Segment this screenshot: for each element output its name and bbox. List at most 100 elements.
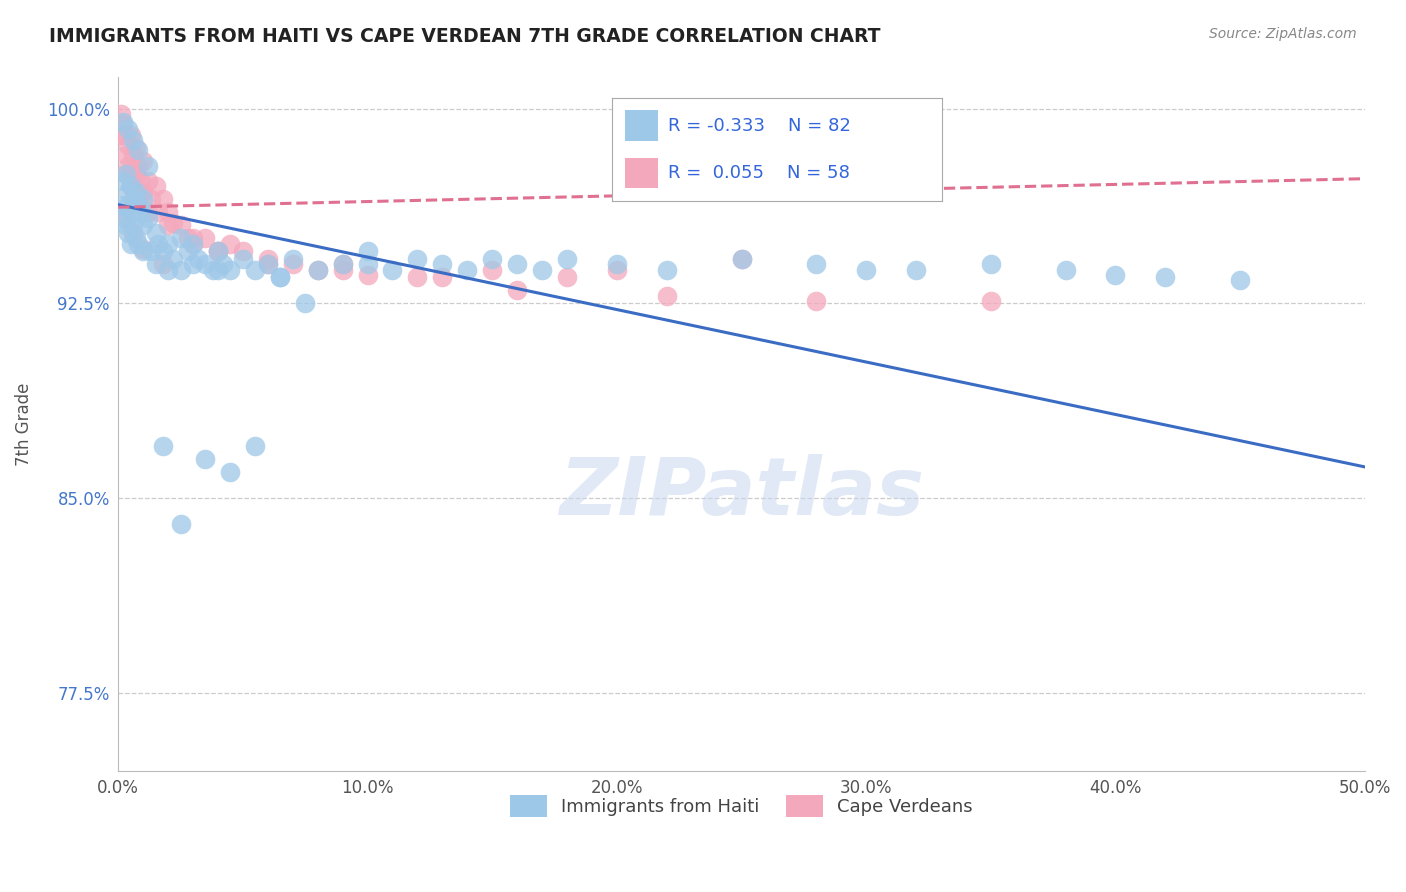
Point <box>245 262 267 277</box>
Point <box>169 231 191 245</box>
Point <box>122 193 145 207</box>
Point <box>207 244 229 259</box>
Point <box>145 226 167 240</box>
Point <box>269 270 291 285</box>
Point <box>980 257 1002 271</box>
Point <box>136 159 159 173</box>
Point <box>655 288 678 302</box>
Point <box>132 153 155 168</box>
Point <box>132 242 155 256</box>
Point <box>506 284 529 298</box>
Point <box>181 236 204 251</box>
Point <box>506 257 529 271</box>
Point <box>136 205 159 219</box>
Point <box>129 174 152 188</box>
Point <box>232 252 254 267</box>
Point <box>117 137 139 152</box>
Point <box>112 211 135 225</box>
Point <box>169 516 191 531</box>
Point <box>194 257 217 271</box>
Point <box>146 236 169 251</box>
Point <box>120 167 142 181</box>
Point <box>146 205 169 219</box>
Point <box>132 244 155 259</box>
Point <box>212 257 235 271</box>
Point <box>114 211 136 225</box>
Point <box>406 252 429 267</box>
Point <box>281 252 304 267</box>
Point <box>122 219 145 233</box>
Point <box>181 236 204 251</box>
Point <box>256 257 278 271</box>
Point <box>555 270 578 285</box>
Point <box>481 252 503 267</box>
Point <box>232 244 254 259</box>
Point <box>256 257 278 271</box>
Bar <box>624 158 658 188</box>
Point <box>432 270 454 285</box>
Point <box>332 257 354 271</box>
Point <box>120 179 142 194</box>
Point <box>307 262 329 277</box>
Point <box>245 439 267 453</box>
Point <box>114 219 136 233</box>
Point <box>117 185 139 199</box>
Point <box>157 236 180 251</box>
Point <box>152 244 174 259</box>
Point <box>356 257 378 271</box>
Point <box>177 244 200 259</box>
Text: Source: ZipAtlas.com: Source: ZipAtlas.com <box>1209 27 1357 41</box>
Point <box>406 270 429 285</box>
Point <box>157 262 180 277</box>
Point <box>855 262 877 277</box>
Point <box>139 193 162 207</box>
Point <box>110 197 132 211</box>
Point <box>132 185 155 199</box>
Point <box>152 257 174 271</box>
Point <box>169 219 191 233</box>
Point <box>122 133 145 147</box>
Point <box>117 226 139 240</box>
Point <box>177 231 200 245</box>
Point <box>120 236 142 251</box>
Text: R = -0.333    N = 82: R = -0.333 N = 82 <box>668 117 851 135</box>
Point <box>112 174 135 188</box>
Point <box>730 252 752 267</box>
Y-axis label: 7th Grade: 7th Grade <box>15 383 32 466</box>
Point <box>110 128 132 142</box>
Point <box>132 193 155 207</box>
Point <box>120 128 142 142</box>
Point <box>1104 268 1126 282</box>
Point <box>127 197 149 211</box>
Point <box>157 205 180 219</box>
Point <box>219 236 242 251</box>
Point <box>112 114 135 128</box>
Point <box>117 122 139 136</box>
Point <box>145 179 167 194</box>
Point <box>980 293 1002 308</box>
Point <box>555 252 578 267</box>
Point <box>181 257 204 271</box>
Point <box>219 262 242 277</box>
Point <box>281 257 304 271</box>
Point <box>432 257 454 271</box>
Point <box>207 244 229 259</box>
Point <box>122 226 145 240</box>
Point <box>606 257 628 271</box>
Point <box>531 262 554 277</box>
Point <box>139 244 162 259</box>
Text: IMMIGRANTS FROM HAITI VS CAPE VERDEAN 7TH GRADE CORRELATION CHART: IMMIGRANTS FROM HAITI VS CAPE VERDEAN 7T… <box>49 27 880 45</box>
Point <box>207 262 229 277</box>
Point <box>655 262 678 277</box>
Point <box>194 231 217 245</box>
Point <box>1054 262 1077 277</box>
Point <box>114 167 136 181</box>
Point <box>120 205 142 219</box>
Point <box>114 167 136 181</box>
Point <box>806 293 828 308</box>
Point <box>127 159 149 173</box>
Point <box>1229 273 1251 287</box>
Point <box>114 128 136 142</box>
Point <box>294 296 316 310</box>
Point <box>806 257 828 271</box>
